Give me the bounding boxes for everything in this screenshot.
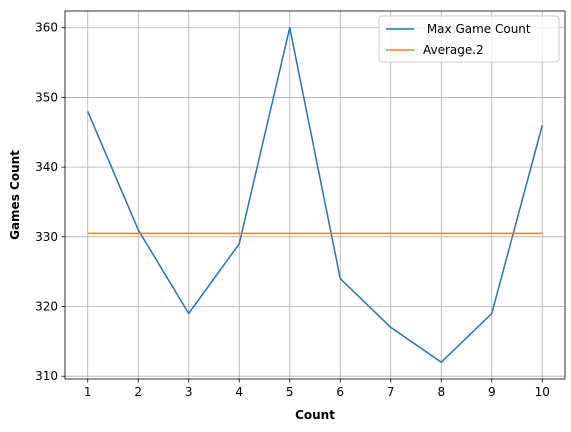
x-tick-label: 4 <box>235 385 243 399</box>
y-tick-label: 360 <box>35 21 58 35</box>
y-tick-label: 320 <box>35 300 58 314</box>
x-tick-label: 9 <box>488 385 496 399</box>
series-lines <box>87 26 543 364</box>
x-tick-label: 8 <box>437 385 445 399</box>
x-tick-label: 10 <box>535 385 550 399</box>
series-line-max-game-count <box>87 26 543 364</box>
y-tick-label: 330 <box>35 230 58 244</box>
x-axis-label: Count <box>295 408 335 422</box>
y-axis-ticks: 310 320 330 340 350 360 <box>35 21 65 383</box>
x-tick-label: 1 <box>84 385 92 399</box>
x-tick-label: 3 <box>185 385 193 399</box>
legend-box <box>378 15 560 63</box>
legend-label-average-2: Average.2 <box>423 43 484 57</box>
y-tick-label: 340 <box>35 160 58 174</box>
y-tick-label: 350 <box>35 90 58 104</box>
grid <box>65 11 565 379</box>
plot-frame <box>64 10 566 380</box>
y-tick-label: 310 <box>35 369 58 383</box>
x-tick-label: 7 <box>387 385 395 399</box>
legend: Max Game Count Average.2 <box>378 15 560 63</box>
x-axis-ticks: 1 2 3 4 5 6 7 8 9 10 <box>84 379 550 399</box>
legend-label-max-game-count: Max Game Count <box>423 22 531 36</box>
x-tick-label: 2 <box>134 385 142 399</box>
x-tick-label: 5 <box>286 385 294 399</box>
y-axis-label: Games Count <box>8 150 22 240</box>
x-tick-label: 6 <box>336 385 344 399</box>
